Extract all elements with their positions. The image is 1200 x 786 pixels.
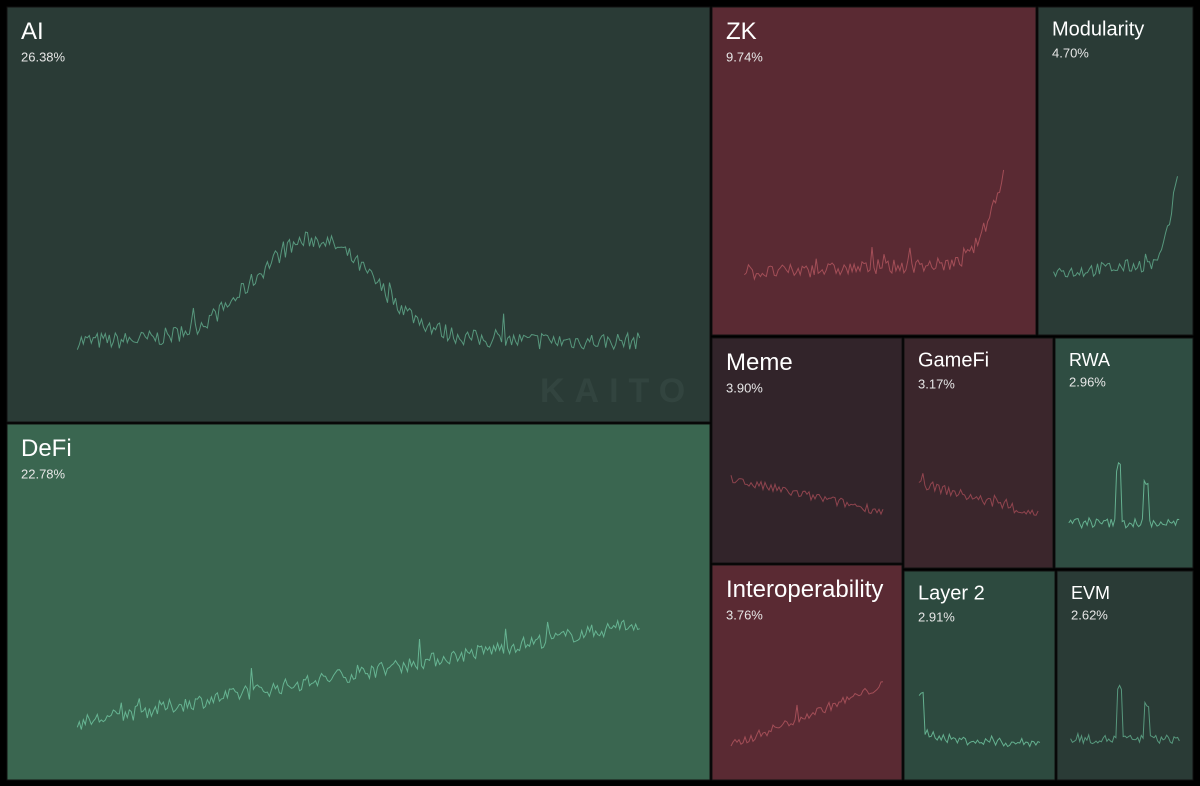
sparkline [1068, 461, 1180, 530]
sparkline [76, 231, 641, 351]
tile [1056, 570, 1194, 781]
sparkline [918, 473, 1039, 516]
sparkline [744, 169, 1005, 281]
tile-name: GameFi [918, 350, 989, 372]
tile [711, 564, 903, 781]
tile-value: 2.62% [1071, 608, 1108, 623]
watermark: KAITO [540, 372, 695, 410]
tile-name: Meme [726, 349, 793, 376]
sparkline [1070, 684, 1180, 746]
tile [6, 423, 711, 781]
tile-value: 22.78% [21, 467, 66, 482]
tile-value: 3.76% [726, 608, 763, 623]
tile [1037, 6, 1194, 336]
sparkline [918, 691, 1041, 748]
tile-name: Interoperability [726, 576, 883, 603]
tile-value: 4.70% [1052, 46, 1089, 61]
tile-name: Layer 2 [918, 583, 985, 605]
tile [6, 6, 711, 423]
sparkline [730, 475, 884, 516]
tile-value: 26.38% [21, 50, 66, 65]
tile-name: RWA [1069, 350, 1110, 370]
sparkline [76, 618, 640, 730]
tile-value: 9.74% [726, 50, 763, 65]
tile-value: 2.91% [918, 610, 955, 625]
tile-name: AI [21, 18, 44, 45]
tile [903, 337, 1054, 569]
tile-name: EVM [1071, 583, 1110, 603]
tile-value: 2.96% [1069, 375, 1106, 390]
tile-name: Modularity [1052, 19, 1144, 41]
tile-value: 3.17% [918, 377, 955, 392]
tile-name: ZK [726, 18, 757, 45]
tile [711, 6, 1037, 336]
tile-value: 3.90% [726, 381, 763, 396]
sparkline [1053, 176, 1178, 278]
sparkline [730, 681, 884, 747]
tile [711, 337, 903, 564]
tile [1054, 337, 1194, 569]
tile-name: DeFi [21, 435, 72, 462]
